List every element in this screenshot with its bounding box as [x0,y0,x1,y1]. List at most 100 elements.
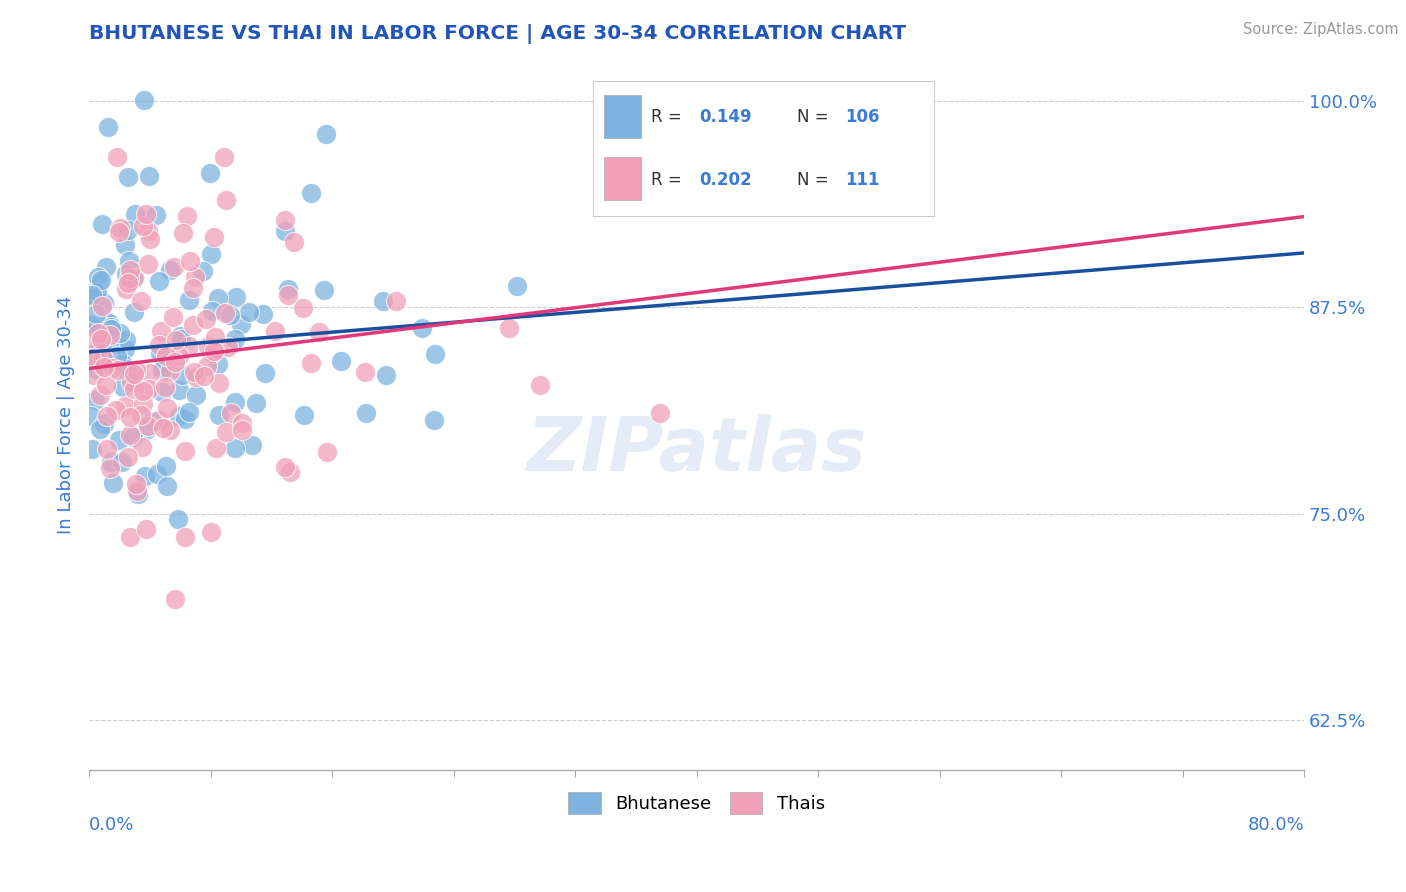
Point [122,430,145,444]
Text: BHUTANESE VS THAI IN LABOR FORCE | AGE 30-34 CORRELATION CHART: BHUTANESE VS THAI IN LABOR FORCE | AGE 3… [89,24,907,44]
Point [156,401,179,415]
Point [89,388,111,402]
Point [125,484,148,499]
Point [506,278,529,293]
Point [93,296,115,310]
Point [82,292,104,306]
Point [181,281,204,295]
Point [155,349,177,363]
Point [174,443,197,458]
Point [221,406,243,420]
Point [91,299,114,313]
Point [100,322,122,336]
Point [156,479,179,493]
Point [127,487,149,501]
Point [136,419,159,434]
Point [118,271,141,285]
Point [117,223,139,237]
Point [163,260,186,274]
Text: ZIPatlas: ZIPatlas [527,414,866,487]
Point [166,512,188,526]
Point [90,332,112,346]
Point [145,207,167,221]
Point [238,305,260,319]
Point [115,362,138,376]
Point [93,417,115,431]
Point [172,368,194,383]
Point [80,409,103,423]
Point [165,333,187,347]
Point [101,475,124,490]
Point [186,387,208,401]
Point [299,356,322,370]
Point [148,338,170,352]
Point [107,225,129,239]
Point [121,270,143,285]
Point [245,396,267,410]
Point [118,530,141,544]
Point [170,332,193,346]
Point [195,359,218,374]
Point [135,423,157,437]
Point [132,384,155,398]
Point [118,410,141,425]
Point [240,438,263,452]
Point [89,422,111,436]
Point [122,382,145,396]
Point [114,238,136,252]
Point [354,406,377,420]
Point [308,325,330,339]
Point [90,217,112,231]
Point [152,421,174,435]
Point [138,366,160,380]
Point [100,455,122,469]
Point [90,351,112,365]
Point [202,230,225,244]
Point [529,377,551,392]
Point [141,414,163,428]
Point [96,409,118,423]
Point [125,477,148,491]
Point [83,324,105,338]
Point [423,413,446,427]
Point [194,312,217,326]
Point [208,408,231,422]
Point [163,355,186,369]
Point [169,349,191,363]
Point [229,317,252,331]
Point [202,343,225,358]
Point [134,469,156,483]
Point [134,94,156,108]
Point [375,368,398,382]
Point [136,224,159,238]
Point [131,440,153,454]
Point [114,399,136,413]
Point [100,319,122,334]
Point [91,351,114,366]
Point [283,235,305,250]
Point [150,363,173,377]
Point [212,149,235,163]
Point [316,445,339,459]
Point [205,441,228,455]
Point [219,309,242,323]
Point [184,269,207,284]
Point [94,260,117,275]
Point [277,282,299,296]
Point [181,318,204,332]
Point [193,369,215,384]
Point [148,413,170,427]
Point [83,368,105,383]
Point [114,342,136,356]
Point [122,367,145,381]
Point [120,427,142,442]
Point [84,362,107,376]
Point [124,207,146,221]
Point [329,353,352,368]
Point [115,333,138,347]
Point [162,310,184,324]
Point [80,351,103,365]
Point [179,405,201,419]
Point [148,274,170,288]
Point [112,380,135,394]
